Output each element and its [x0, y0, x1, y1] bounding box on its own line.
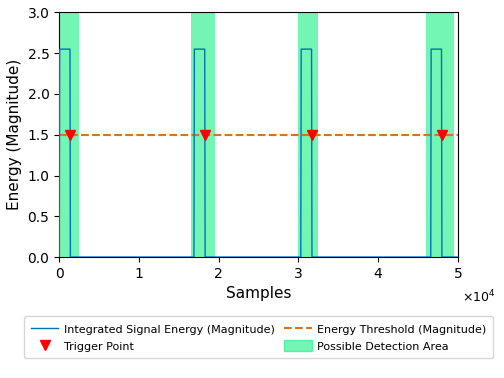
Integrated Signal Energy (Magnitude) [68, 255, 74, 259]
Bar [59, 12, 79, 257]
Integrated Signal Energy (Magnitude) [56, 255, 62, 259]
Integrated Signal Energy (Magnitude) [202, 47, 208, 51]
Integrated Signal Energy (Magnitude) [298, 255, 304, 259]
Integrated Signal Energy (Magnitude) [428, 255, 434, 259]
Integrated Signal Energy (Magnitude) [56, 255, 62, 259]
Trigger Point [439, 132, 445, 137]
Integrated Signal Energy (Magnitude) [298, 47, 304, 51]
Line: Integrated Signal Energy (Magnitude): Integrated Signal Energy (Magnitude) [59, 49, 458, 257]
Text: $\times10^{4}$: $\times10^{4}$ [462, 289, 495, 305]
Integrated Signal Energy (Magnitude) [191, 255, 197, 259]
Integrated Signal Energy (Magnitude) [428, 255, 434, 259]
Integrated Signal Energy (Magnitude) [298, 255, 304, 259]
Bar [426, 12, 454, 257]
Energy Threshold (Magnitude) [56, 132, 62, 137]
Legend: Integrated Signal Energy (Magnitude), Trigger Point, Energy Threshold (Magnitude: Integrated Signal Energy (Magnitude), Tr… [24, 316, 493, 358]
Trigger Point [202, 132, 208, 137]
Integrated Signal Energy (Magnitude) [455, 255, 461, 259]
Integrated Signal Energy (Magnitude) [191, 255, 197, 259]
Integrated Signal Energy (Magnitude) [56, 47, 62, 51]
Trigger Point [309, 132, 315, 137]
Bar [191, 12, 215, 257]
Integrated Signal Energy (Magnitude) [308, 47, 314, 51]
Line: Trigger Point: Trigger Point [66, 130, 447, 139]
Integrated Signal Energy (Magnitude) [67, 47, 73, 51]
Integrated Signal Energy (Magnitude) [202, 255, 208, 259]
Integrated Signal Energy (Magnitude) [438, 47, 445, 51]
Integrated Signal Energy (Magnitude) [428, 47, 434, 51]
Integrated Signal Energy (Magnitude) [192, 47, 198, 51]
Trigger Point [68, 132, 74, 137]
X-axis label: Samples: Samples [226, 286, 291, 301]
Bar [298, 12, 319, 257]
Energy Threshold (Magnitude) [56, 132, 62, 137]
Integrated Signal Energy (Magnitude) [309, 255, 315, 259]
Y-axis label: Energy (Magnitude): Energy (Magnitude) [7, 59, 22, 211]
Integrated Signal Energy (Magnitude) [439, 255, 445, 259]
